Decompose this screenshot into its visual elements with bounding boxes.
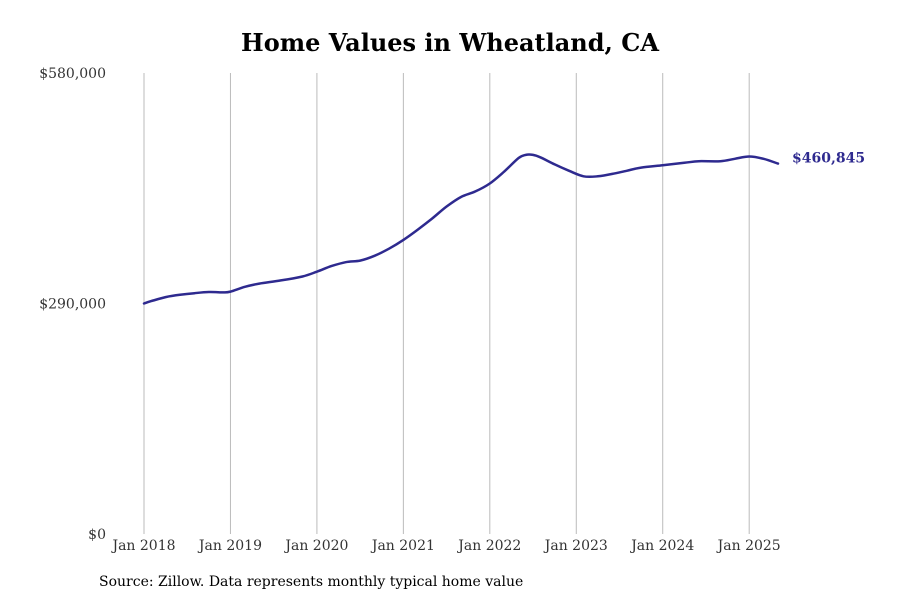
y-tick-label: $580,000 [39,66,106,82]
end-label-layer: $460,845 [792,151,865,167]
source-note: Source: Zillow. Data represents monthly … [99,574,524,590]
x-tick-label: Jan 2021 [370,538,435,554]
chart-title: Home Values in Wheatland, CA [241,28,659,57]
x-tick-label: Jan 2023 [543,538,608,554]
grid-lines [143,73,750,534]
x-tick-label: Jan 2025 [716,538,781,554]
y-tick-label: $0 [88,527,106,543]
x-tick-label: Jan 2024 [629,538,694,554]
series-layer [142,153,780,305]
y-tick-label: $290,000 [39,297,106,313]
y-axis-ticks: $0 $290,000 $580,000 [39,66,106,543]
series-line [142,153,780,305]
x-tick-label: Jan 2018 [110,538,175,554]
end-value-label: $460,845 [792,151,865,167]
x-tick-label: Jan 2022 [456,538,521,554]
x-tick-label: Jan 2020 [283,538,348,554]
x-tick-label: Jan 2019 [197,538,262,554]
x-axis-ticks: Jan 2018 Jan 2019 Jan 2020 Jan 2021 Jan 2022… [110,538,780,554]
